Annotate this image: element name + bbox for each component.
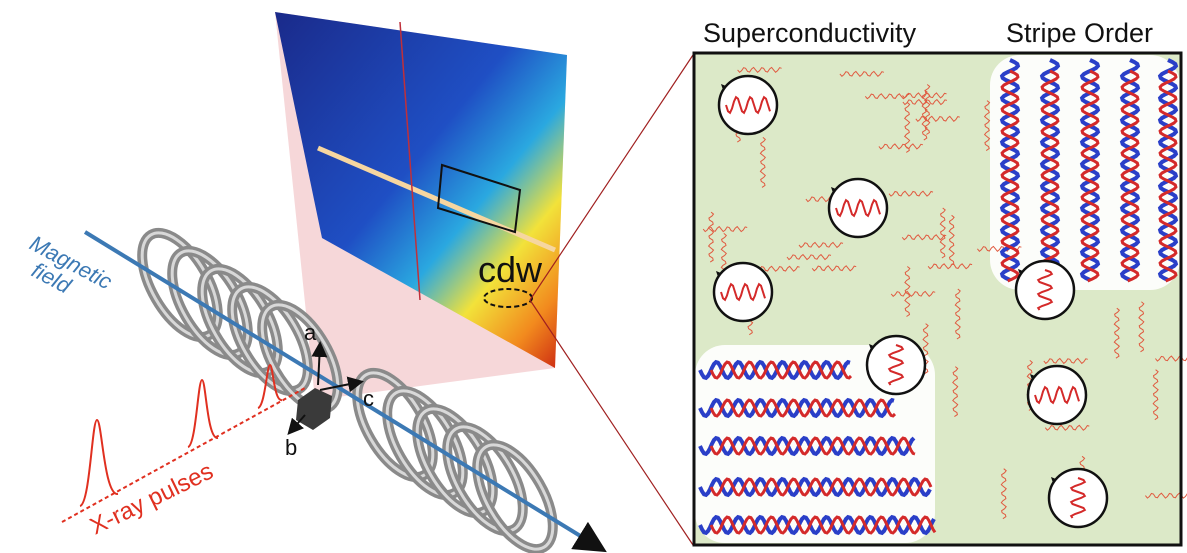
- panel-title: Superconductivity: [703, 18, 917, 48]
- axis-label: a: [304, 320, 317, 345]
- cdw-label: cdw: [478, 249, 543, 290]
- pulse: [188, 380, 218, 447]
- sample: [296, 388, 332, 430]
- pulse-axis: [62, 388, 305, 522]
- figure: cdw X-ray pulses Magnetic field a c b Su…: [0, 0, 1187, 553]
- pulse: [80, 420, 118, 506]
- axis-label: b: [285, 435, 297, 460]
- axis-label: c: [363, 386, 374, 411]
- panel-title: Stripe Order: [1006, 18, 1153, 48]
